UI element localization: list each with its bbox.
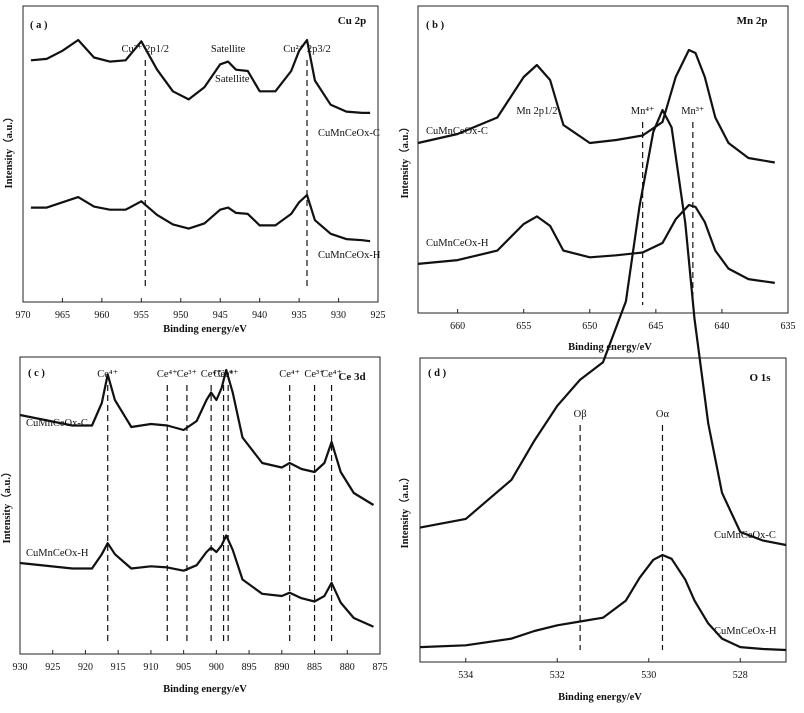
x-tick-label: 532 bbox=[550, 670, 565, 681]
panel-label: ( b ) bbox=[426, 20, 445, 31]
panel-title: Ce 3d bbox=[338, 371, 365, 383]
series-line-c bbox=[19, 368, 375, 506]
x-tick-label: 935 bbox=[292, 310, 307, 321]
x-tick-label: 950 bbox=[173, 310, 188, 321]
peak-annotation: Cu²⁺ 2p1/2 bbox=[122, 44, 170, 55]
x-tick-label: 955 bbox=[134, 310, 149, 321]
x-tick-label: 660 bbox=[450, 321, 465, 332]
panel-a: 970 965 960 955 950 945 940 935 930 925 Cu²⁺ 2p1/2… bbox=[16, 5, 386, 321]
panel-c: 930 925 920 915 910 905 900 895 890 885 880 875 Ce⁴⁺… bbox=[13, 356, 388, 673]
x-tick-label: 880 bbox=[340, 662, 355, 673]
series-line-h bbox=[19, 534, 374, 628]
panel-title: Mn 2p bbox=[737, 15, 768, 27]
panel-b: 660 655 650 645 640 635 Mn 2p1/2 Mn⁴⁺ Mn³⁺ bbox=[417, 5, 796, 332]
plot-frame bbox=[419, 357, 787, 663]
panel-title: Cu 2p bbox=[338, 15, 366, 27]
panel-label: ( a ) bbox=[30, 20, 48, 31]
x-tick-label: 635 bbox=[781, 321, 796, 332]
series-label-c: CuMnCeOx-C bbox=[426, 126, 488, 137]
series-line-h bbox=[417, 203, 775, 284]
peak-annotation: Ce⁴⁺ bbox=[321, 369, 342, 380]
panel-label: ( c ) bbox=[28, 368, 45, 379]
panel-title: O 1s bbox=[749, 372, 771, 384]
satellite-label: Satellite bbox=[215, 74, 250, 85]
series-label-h: CuMnCeOx-H bbox=[426, 238, 489, 249]
x-tick-label: 640 bbox=[714, 321, 729, 332]
peak-annotation: Ce⁴⁺ bbox=[97, 369, 118, 380]
x-tick-label: 925 bbox=[45, 662, 60, 673]
peak-annotation: Ce³⁺ bbox=[177, 369, 197, 380]
series-line-c bbox=[30, 38, 371, 114]
peak-annotation: Mn 2p1/2 bbox=[516, 106, 557, 117]
peak-annotation: Oα bbox=[656, 409, 670, 420]
peak-annotation: Ce³⁺ bbox=[304, 369, 324, 380]
series-label-c: CuMnCeOx-C bbox=[714, 530, 776, 541]
plot-frame bbox=[22, 5, 379, 303]
y-axis-label: Intensity（a.u.） bbox=[398, 471, 411, 548]
x-tick-label: 895 bbox=[242, 662, 257, 673]
series-line-h bbox=[30, 193, 371, 243]
x-tick-label: 920 bbox=[78, 662, 93, 673]
peak-annotation: Cu²⁺ 2p3/2 bbox=[283, 44, 331, 55]
y-axis-label: Intensity（a.u.） bbox=[398, 121, 411, 198]
x-tick-label: 875 bbox=[373, 662, 388, 673]
x-tick-label: 925 bbox=[371, 310, 386, 321]
x-tick-label: 655 bbox=[516, 321, 531, 332]
x-tick-label: 970 bbox=[16, 310, 31, 321]
plot-frame bbox=[417, 5, 789, 314]
x-tick-label: 650 bbox=[582, 321, 597, 332]
x-axis-label: Binding energy/eV bbox=[558, 692, 642, 703]
x-axis-label: Binding energy/eV bbox=[568, 342, 652, 353]
x-tick-label: 905 bbox=[176, 662, 191, 673]
x-tick-label: 965 bbox=[55, 310, 70, 321]
panel-label: ( d ) bbox=[428, 368, 447, 379]
series-line-c bbox=[419, 108, 787, 547]
x-tick-label: 528 bbox=[733, 670, 748, 681]
x-tick-label: 890 bbox=[274, 662, 289, 673]
series-label-h: CuMnCeOx-H bbox=[26, 548, 89, 559]
x-tick-label: 645 bbox=[648, 321, 663, 332]
x-tick-label: 940 bbox=[252, 310, 267, 321]
x-tick-label: 910 bbox=[143, 662, 158, 673]
peak-annotation: Ce⁴⁺ bbox=[218, 369, 239, 380]
x-tick-label: 945 bbox=[213, 310, 228, 321]
peak-annotation: Oβ bbox=[574, 409, 587, 420]
panel-d: 534 532 530 528 Oβ Oα bbox=[419, 108, 787, 681]
x-tick-label: 915 bbox=[111, 662, 126, 673]
x-tick-label: 930 bbox=[331, 310, 346, 321]
series-label-c: CuMnCeOx-C bbox=[26, 418, 88, 429]
x-tick-label: 530 bbox=[641, 670, 656, 681]
x-axis-label: Binding energy/eV bbox=[163, 684, 247, 695]
peak-annotation: Ce⁴⁺ bbox=[157, 369, 178, 380]
y-axis-label: Intensity（a.u.） bbox=[0, 466, 13, 543]
series-label-c: CuMnCeOx-C bbox=[318, 128, 380, 139]
series-label-h: CuMnCeOx-H bbox=[318, 250, 381, 261]
plot-frame bbox=[19, 356, 381, 655]
peak-annotation: Mn⁴⁺ bbox=[631, 106, 655, 117]
x-axis-label: Binding energy/eV bbox=[163, 324, 247, 335]
x-tick-label: 534 bbox=[458, 670, 473, 681]
peak-annotation: Ce⁴⁺ bbox=[279, 369, 300, 380]
x-tick-label: 930 bbox=[13, 662, 28, 673]
y-axis-label: Intensity（a.u.） bbox=[2, 111, 15, 188]
peak-annotation: Ce³⁺ bbox=[213, 369, 233, 380]
peak-annotation: Mn³⁺ bbox=[681, 106, 704, 117]
x-tick-label: 885 bbox=[307, 662, 322, 673]
peak-annotation: Satellite bbox=[211, 44, 246, 55]
x-tick-label: 900 bbox=[209, 662, 224, 673]
series-line-c bbox=[417, 48, 775, 164]
series-line-h bbox=[419, 553, 787, 652]
series-label-h: CuMnCeOx-H bbox=[714, 626, 777, 637]
peak-annotation: Ce⁴⁺ bbox=[201, 369, 222, 380]
x-tick-label: 960 bbox=[94, 310, 109, 321]
